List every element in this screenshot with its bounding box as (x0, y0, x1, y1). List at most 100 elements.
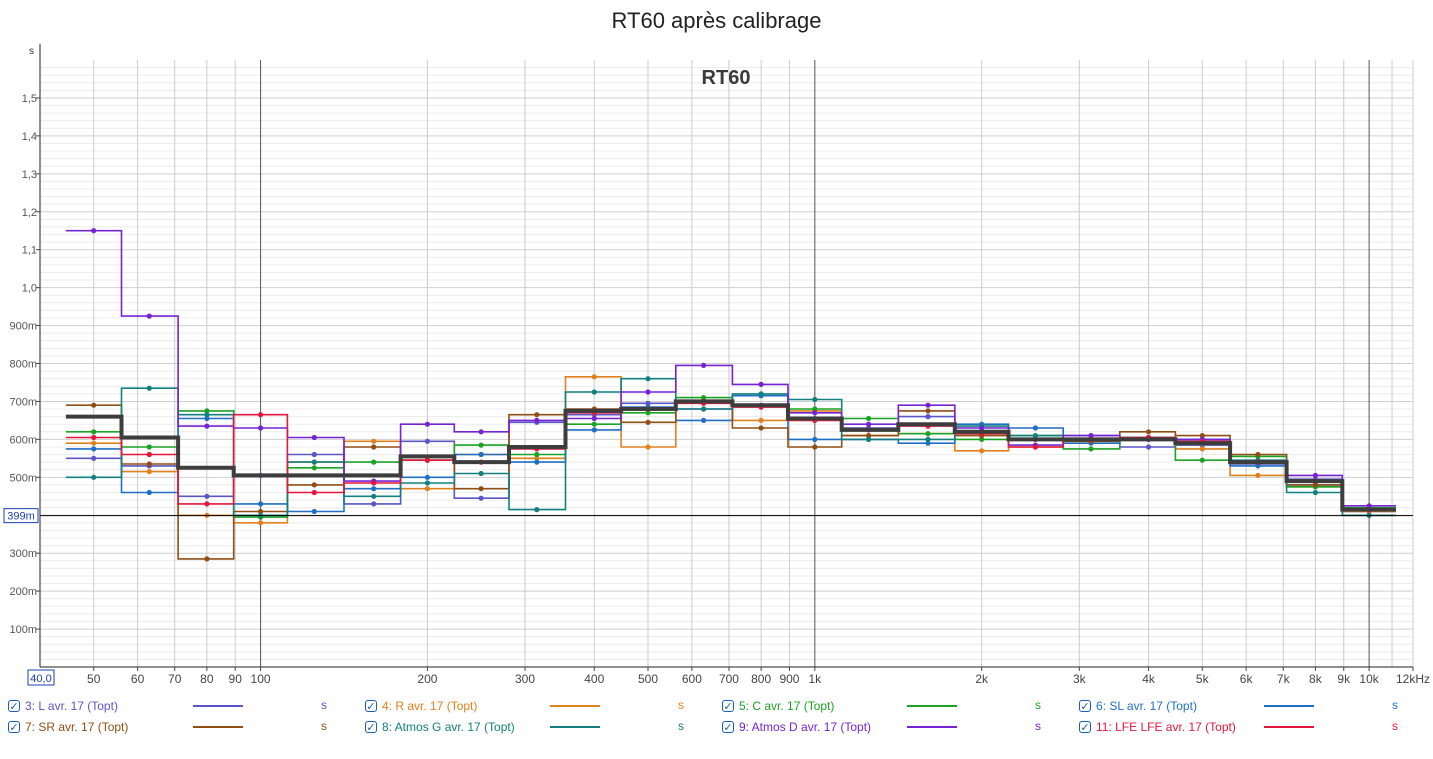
chart-title: RT60 après calibrage (611, 8, 822, 33)
legend-swatch (907, 726, 957, 728)
series-point-5 (371, 444, 377, 450)
rt60-chart: 100m 200m 300m 500m 600m 700m 800m 900m 1,0 1,1 1,… (3, 44, 1430, 686)
series-point-5 (534, 412, 540, 418)
legend-unit: s (1035, 698, 1041, 712)
cursor-y-box (3, 508, 39, 524)
legend-checkbox[interactable]: ✓ (365, 721, 377, 734)
x-tick-label: 2k (975, 672, 989, 686)
legend-item[interactable]: ✓ 5: C avr. 17 (Topt) (722, 697, 834, 715)
legend-item[interactable]: ✓ 8: Atmos G avr. 17 (Topt) (365, 718, 515, 736)
x-tick-label: 8k (1309, 672, 1323, 686)
series-point-3 (645, 410, 651, 416)
legend-checkbox[interactable]: ✓ (722, 700, 734, 713)
legend-item[interactable]: ✓ 7: SR avr. 17 (Topt) (8, 718, 128, 736)
x-tick-label: 12kHz (1396, 672, 1430, 686)
legend-label: 4: R avr. 17 (Topt) (382, 699, 478, 713)
x-tick-label: 600 (682, 672, 702, 686)
series-point-3 (925, 431, 931, 437)
series-point-4 (478, 451, 484, 458)
series-point-7 (204, 423, 210, 429)
legend-item[interactable]: ✓ 3: L avr. 17 (Topt) (8, 697, 118, 715)
series-point-6 (758, 391, 764, 397)
x-tick-label: 50 (87, 672, 101, 686)
series-point-2 (146, 469, 152, 475)
series-point-7 (645, 389, 651, 395)
series-point-3 (591, 421, 597, 427)
legend-swatch (1264, 726, 1314, 728)
y-tick-label: 500m (9, 472, 37, 484)
series-point-7 (311, 434, 317, 441)
x-tick-label: 200 (417, 672, 437, 686)
series-point-4 (925, 440, 931, 446)
series-point-4 (534, 459, 540, 465)
series-point-6 (812, 396, 818, 403)
legend-checkbox[interactable]: ✓ (1079, 721, 1091, 734)
series-point-6 (204, 412, 210, 418)
series-point-8 (311, 489, 317, 496)
legend-item[interactable]: ✓ 11: LFE LFE avr. 17 (Topt) (1079, 718, 1236, 736)
series-point-5 (1255, 451, 1261, 458)
x-tick-label: 900 (779, 672, 799, 686)
series-point-5 (812, 444, 818, 450)
legend-item[interactable]: ✓ 6: SL avr. 17 (Topt) (1079, 697, 1197, 715)
y-tick-label: 1,3 (22, 169, 37, 181)
legend-item[interactable]: ✓ 9: Atmos D avr. 17 (Topt) (722, 718, 871, 736)
series-point-5 (204, 556, 210, 562)
series-point-6 (91, 474, 97, 480)
legend-label: 6: SL avr. 17 (Topt) (1096, 699, 1197, 713)
legend-checkbox[interactable]: ✓ (365, 700, 377, 713)
series-point-1 (204, 493, 210, 499)
series-point-5 (1145, 429, 1152, 435)
series-point-4 (371, 486, 377, 492)
legend-unit: s (678, 698, 684, 712)
series-point-6 (371, 493, 377, 499)
series-point-8 (91, 434, 97, 441)
legend-checkbox[interactable]: ✓ (1079, 700, 1091, 713)
legend-unit: s (678, 719, 684, 733)
series-point-5 (758, 425, 764, 431)
series-point-5 (478, 486, 484, 492)
series-point-1 (311, 451, 317, 458)
legend-swatch (550, 705, 600, 707)
series-point-5 (1312, 482, 1318, 488)
series-point-5 (258, 508, 264, 515)
series-point-5 (645, 419, 651, 425)
series-point-7 (534, 417, 540, 423)
series-point-1 (91, 455, 97, 461)
legend-unit: s (1035, 719, 1041, 733)
series-point-4 (258, 501, 264, 507)
series-point-5 (91, 402, 97, 408)
series-point-4 (91, 446, 97, 452)
series-point-8 (1032, 444, 1038, 450)
series-point-6 (701, 406, 707, 412)
series-point-1 (478, 495, 484, 501)
series-point-7 (758, 381, 764, 387)
series-point-1 (1145, 444, 1152, 450)
legend-checkbox[interactable]: ✓ (8, 721, 20, 734)
cursor-x-label: 40,0 (30, 673, 51, 685)
series-point-7 (866, 421, 872, 427)
series-point-6 (424, 480, 430, 486)
series-point-3 (812, 406, 818, 412)
legend-item[interactable]: ✓ 4: R avr. 17 (Topt) (365, 697, 477, 715)
y-tick-label: 1,0 (22, 283, 37, 295)
series-point-2 (591, 374, 597, 380)
series-point-1 (925, 414, 931, 420)
series-point-3 (866, 415, 872, 422)
x-tick-label: 100 (251, 672, 271, 686)
legend-checkbox[interactable]: ✓ (8, 700, 20, 713)
series-point-8 (146, 451, 152, 458)
y-tick-label: 1,1 (22, 245, 37, 257)
series-point-8 (258, 412, 264, 418)
cursor-y-label: 399m (7, 511, 35, 523)
legend-checkbox[interactable]: ✓ (722, 721, 734, 734)
series-point-6 (645, 376, 651, 382)
series-point-7 (1088, 433, 1094, 439)
y-tick-label: 700m (9, 396, 37, 408)
series-point-4 (311, 508, 317, 515)
x-tick-label: 4k (1142, 672, 1156, 686)
series-point-2 (1255, 472, 1261, 478)
x-tick-label: 5k (1196, 672, 1210, 686)
y-tick-label: 800m (9, 359, 37, 371)
series-point-7 (91, 228, 97, 234)
